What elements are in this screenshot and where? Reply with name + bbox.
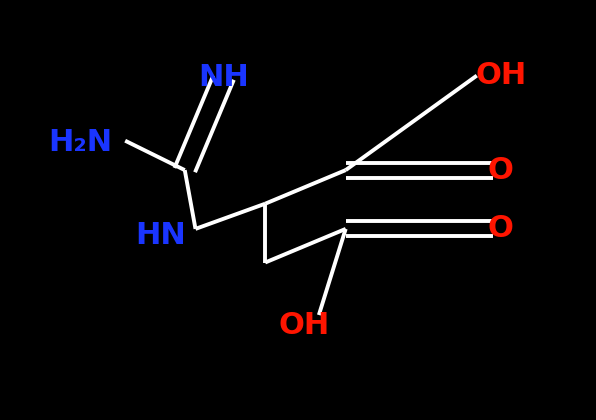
Text: O: O — [488, 155, 514, 185]
Text: NH: NH — [198, 63, 249, 92]
Text: OH: OH — [475, 61, 526, 90]
Text: H₂N: H₂N — [48, 128, 113, 158]
Text: OH: OH — [278, 311, 330, 340]
Text: HN: HN — [135, 220, 187, 250]
Text: O: O — [488, 214, 514, 244]
